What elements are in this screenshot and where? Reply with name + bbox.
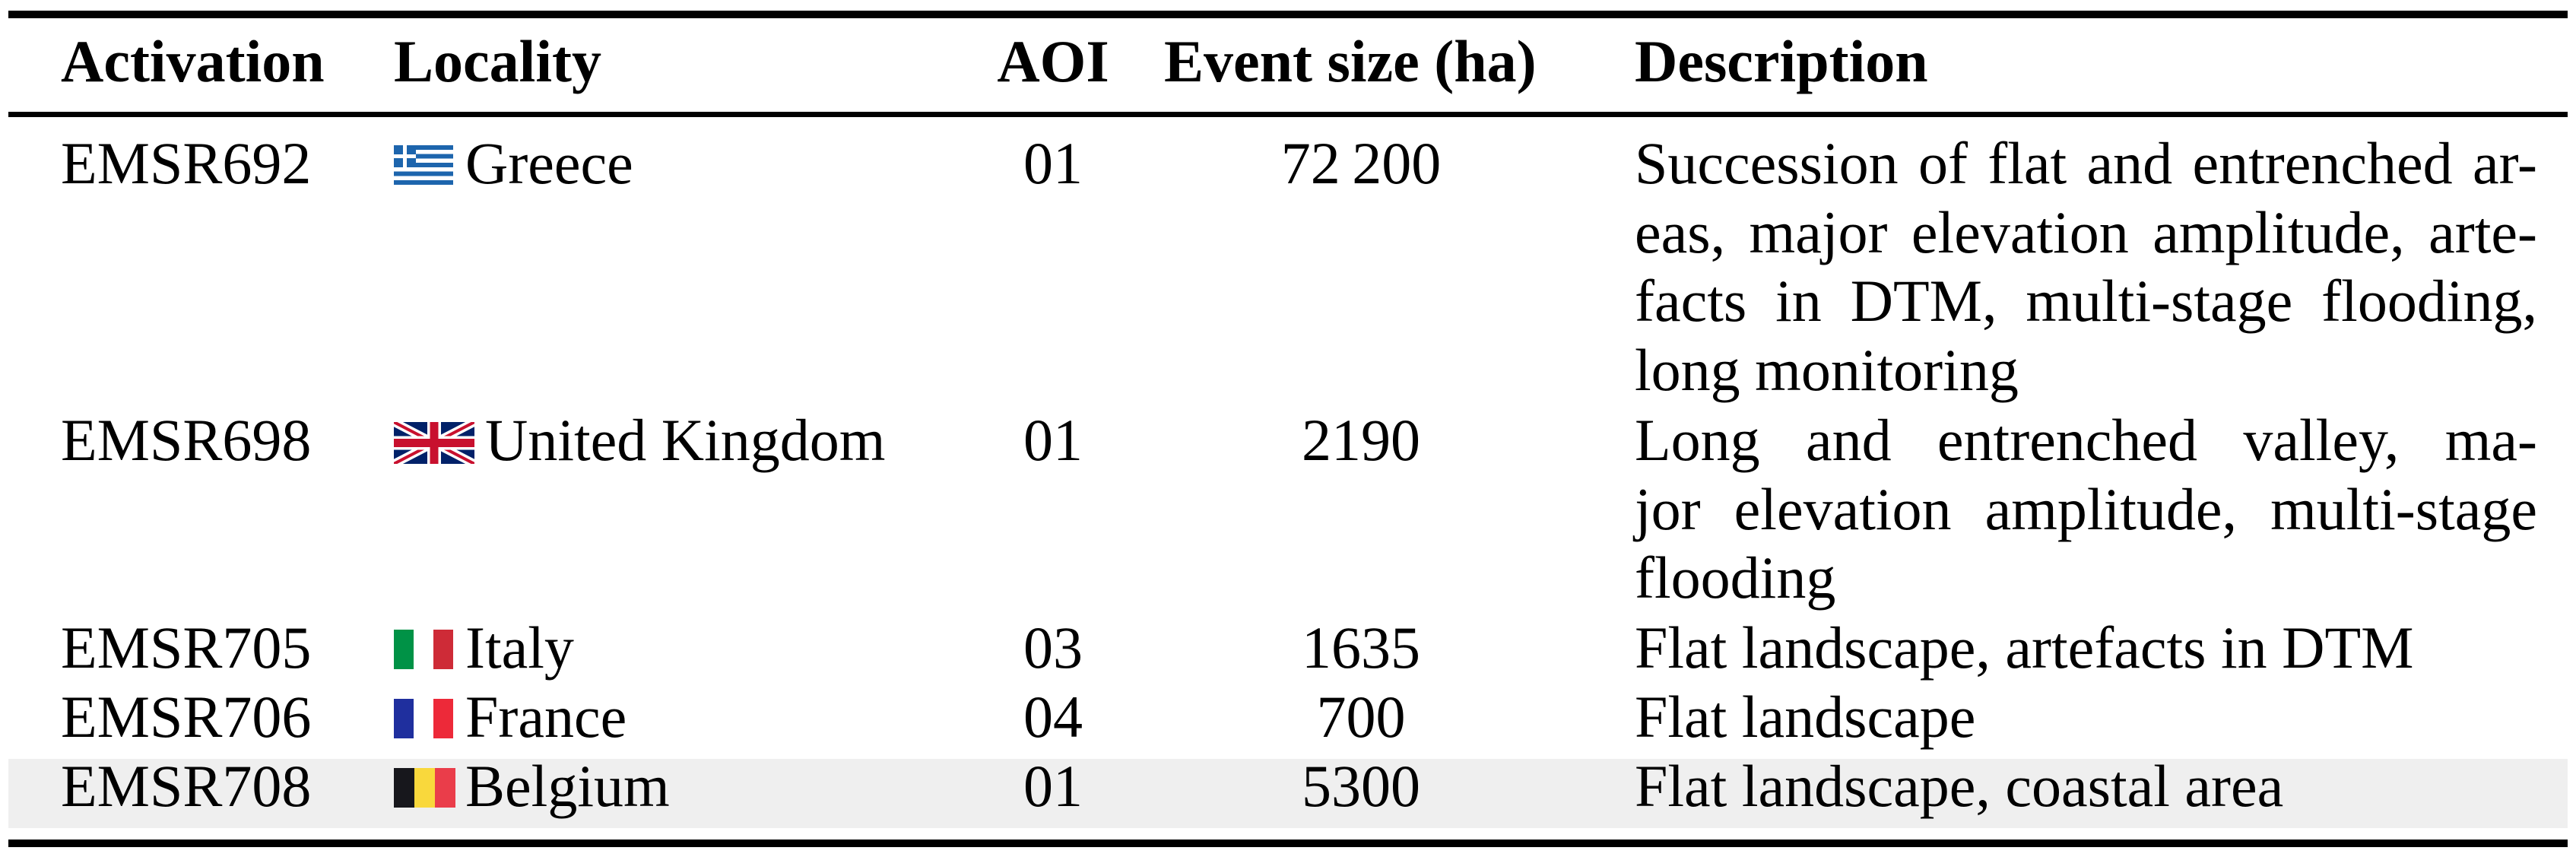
country-label: Italy xyxy=(465,614,574,681)
description-line: Flat landscape xyxy=(1635,684,1976,750)
description-line: eas, major elevation amplitude, arte- xyxy=(1635,198,2537,265)
country-label: Greece xyxy=(465,130,633,196)
column-header-activation: Activation xyxy=(61,28,325,94)
france-flag-icon xyxy=(394,699,453,738)
description-line: Flat landscape, artefacts in DTM xyxy=(1635,614,2414,681)
description-cell: Flat landscape, coastal area xyxy=(1635,752,2537,821)
activation-cell: EMSR708 xyxy=(61,753,312,819)
column-header-locality: Locality xyxy=(394,28,601,94)
description-line: Long and entrenched valley, ma- xyxy=(1635,407,2537,473)
description-line: jor elevation amplitude, multi-stage xyxy=(1635,475,2537,542)
column-header-event-size: Event size (ha) xyxy=(1164,28,1537,94)
united-kingdom-flag-icon xyxy=(394,422,474,464)
event-size-cell: 2190 xyxy=(1302,407,1420,473)
column-header-aoi: AOI xyxy=(997,28,1109,94)
aoi-cell: 01 xyxy=(1023,407,1083,473)
activation-cell: EMSR705 xyxy=(61,614,312,681)
description-cell: Flat landscape xyxy=(1635,683,2537,752)
description-cell: Long and entrenched valley, ma- jor elev… xyxy=(1635,406,2537,613)
description-line: Flat landscape, coastal area xyxy=(1635,753,2284,819)
activation-cell: EMSR706 xyxy=(61,684,312,750)
table-header-rule xyxy=(8,112,2568,117)
table-top-rule xyxy=(8,11,2568,18)
description-line: flooding xyxy=(1635,544,1836,611)
table-bottom-rule xyxy=(8,840,2568,847)
event-size-cell: 5300 xyxy=(1302,753,1420,819)
belgium-flag-icon xyxy=(394,768,455,808)
country-label: United Kingdom xyxy=(485,407,886,473)
description-cell: Succession of flat and entrenched ar- ea… xyxy=(1635,129,2537,405)
activation-cell: EMSR698 xyxy=(61,407,312,473)
greece-flag-icon xyxy=(394,145,453,185)
description-cell: Flat landscape, artefacts in DTM xyxy=(1635,614,2537,683)
event-size-cell: 700 xyxy=(1316,684,1406,750)
aoi-cell: 04 xyxy=(1023,684,1083,750)
column-header-description: Description xyxy=(1635,28,1928,94)
italy-flag-icon xyxy=(394,630,453,669)
description-line: long monitoring xyxy=(1635,337,2019,404)
aoi-cell: 01 xyxy=(1023,130,1083,196)
description-line: facts in DTM, multi-stage flooding, xyxy=(1635,268,2537,335)
aoi-cell: 03 xyxy=(1023,614,1083,681)
aoi-cell: 01 xyxy=(1023,753,1083,819)
greece-flag-canton xyxy=(394,145,416,167)
event-size-cell: 1635 xyxy=(1302,614,1420,681)
country-label: France xyxy=(465,684,627,750)
event-size-cell: 72 200 xyxy=(1280,130,1442,196)
activation-cell: EMSR692 xyxy=(61,130,312,196)
description-line: Succession of flat and entrenched ar- xyxy=(1635,130,2537,196)
country-label: Belgium xyxy=(465,753,670,819)
